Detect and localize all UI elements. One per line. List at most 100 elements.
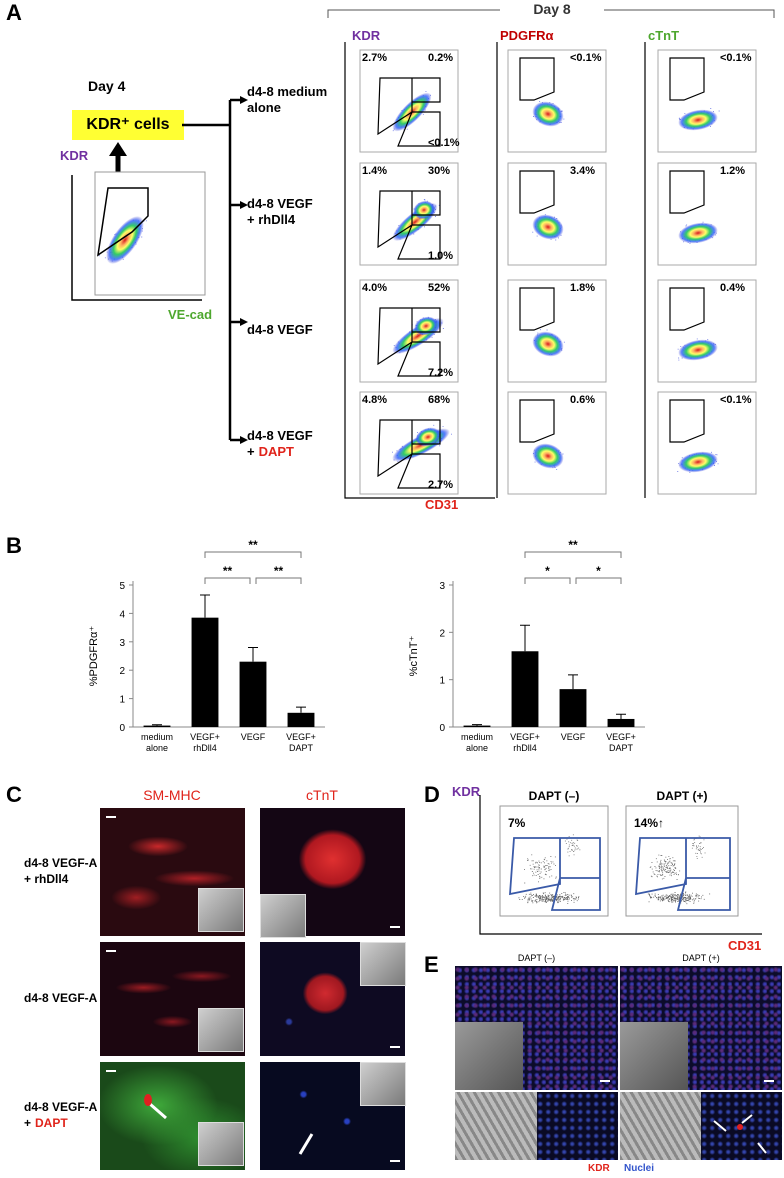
density-blob [532, 331, 564, 357]
gate-percent: 4.8% [362, 394, 388, 406]
flow-plot [657, 49, 757, 153]
density-blob [678, 222, 718, 244]
y-tick-label: 0 [119, 723, 125, 734]
gate-percent: 0.6% [570, 394, 596, 406]
gate-percent: 2.7% [362, 52, 388, 64]
legend-entry: Nuclei [624, 1163, 655, 1174]
column-marker: cTnT [648, 28, 680, 43]
y-tick-label: 1 [119, 695, 125, 706]
branch-arrow [240, 318, 248, 326]
highlighted-cell [737, 1124, 743, 1130]
y-tick-label: 2 [119, 666, 125, 677]
axes [132, 581, 325, 728]
density-blob [106, 216, 144, 264]
axes [344, 42, 646, 499]
scale-bar [390, 1160, 400, 1162]
significance-bracket [524, 577, 571, 584]
flow-plot [359, 49, 459, 153]
gate [635, 837, 731, 911]
significance-label: * [545, 564, 550, 578]
panel-label: A [6, 0, 22, 25]
grid-separators [344, 42, 646, 499]
arrow [149, 1102, 314, 1155]
plot-frame [657, 49, 757, 153]
significance-label: ** [248, 538, 258, 552]
condition-label: d4-8 VEGF [247, 196, 313, 211]
flow-plot [657, 162, 757, 266]
flow-plot [359, 391, 459, 495]
gate-percent: 2.7% [428, 479, 454, 491]
gate-percent: 7.2% [428, 367, 454, 379]
highlight: DAPT [258, 444, 294, 459]
axes [452, 581, 645, 728]
plot-frame [657, 391, 757, 495]
cell-events [524, 854, 557, 884]
y-tick-label: 3 [439, 581, 445, 592]
error-bar [248, 646, 258, 662]
legend-entry: KDR [588, 1163, 610, 1174]
panel-label: D [424, 782, 440, 807]
error-bar [520, 624, 530, 652]
scale-bar [764, 1080, 774, 1082]
gate-percent: <0.1% [720, 394, 752, 406]
y-tick-label: 3 [119, 638, 125, 649]
highlight: DAPT [35, 1116, 68, 1130]
branch-arrow [240, 96, 248, 104]
plot-frame [359, 279, 459, 383]
condition-label: d4-8 medium [247, 84, 328, 99]
arrows [713, 1114, 767, 1154]
y-tick-label: 0 [439, 723, 445, 734]
x-tick-label: VEGF+ DAPT [606, 732, 636, 753]
flow-plot [507, 279, 607, 383]
gate-percent: <0.1% [720, 52, 752, 64]
density-blob [532, 214, 564, 240]
flow-plot [657, 391, 757, 495]
flow-plot [359, 162, 459, 266]
scale-bar [390, 1046, 400, 1048]
gate [97, 187, 149, 257]
error-bar [472, 724, 482, 726]
gate-percent: <0.1% [570, 52, 602, 64]
plot-frame [657, 162, 757, 266]
day8-label: Day 8 [500, 1, 604, 17]
gate [509, 837, 601, 911]
arrow-head [109, 142, 127, 156]
row-label: d4-8 VEGF-A [24, 1100, 98, 1114]
bar [463, 725, 491, 727]
cell-events [564, 834, 581, 857]
error-bar [568, 674, 578, 690]
flow-plot [507, 391, 607, 495]
y-axis-label: KDR [452, 784, 481, 799]
sort-y-label: KDR [60, 148, 89, 163]
gate-percent: 1.8% [570, 282, 596, 294]
gate [377, 419, 441, 489]
significance-bracket [575, 577, 622, 584]
axes [479, 795, 762, 935]
inset-brightfield [198, 888, 244, 932]
column-marker: PDGFRα [500, 28, 554, 43]
bar [559, 689, 587, 727]
arrow [713, 1114, 767, 1154]
x-axis-label: CD31 [728, 938, 762, 953]
branch-lines [182, 98, 242, 442]
x-tick-label: VEGF [240, 732, 266, 742]
column-marker: KDR [352, 28, 381, 43]
branch-arrow [240, 201, 248, 209]
error-bar [200, 594, 210, 618]
panel-label: C [6, 782, 22, 807]
error-bar [616, 713, 626, 719]
highlighted-cell [144, 1094, 152, 1106]
gate-percent: 4.0% [362, 282, 388, 294]
condition-label: + rhDll4 [247, 212, 296, 227]
flow-plot [507, 49, 607, 153]
bar [191, 617, 219, 727]
significance-bracket [204, 577, 251, 584]
plot-frame [507, 49, 607, 153]
x-axis-label: CD31 [425, 497, 459, 512]
flow-plot [625, 805, 739, 917]
y-tick-label: 4 [119, 609, 125, 620]
flow-plot [499, 805, 609, 917]
brightfield [455, 1092, 537, 1160]
